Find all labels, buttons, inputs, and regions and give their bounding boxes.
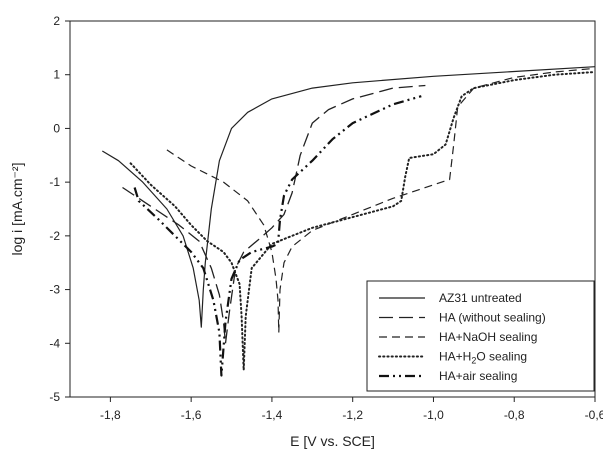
- y-tick-label: 2: [53, 14, 60, 28]
- y-tick-label: -3: [49, 283, 60, 297]
- x-axis-label: E [V vs. SCE]: [290, 433, 375, 449]
- series-line-ha-without-sealing: [122, 84, 426, 344]
- x-tick-label: -1,4: [262, 408, 283, 422]
- legend-label-part: HA+H: [439, 350, 471, 364]
- series-line-ha-air-sealing: [133, 95, 422, 377]
- legend-label: AZ31 untreated: [439, 291, 522, 305]
- legend-label-subscript: 2: [471, 356, 476, 366]
- y-axis-label: log i [mA.cm⁻²]: [9, 163, 25, 256]
- legend-label: HA (without sealing): [439, 311, 546, 325]
- y-axis: -5 -4 -3 -2 -1 0 1 2: [49, 14, 70, 404]
- legend-label: HA+NaOH sealing: [439, 330, 537, 344]
- y-tick-label: 0: [53, 121, 60, 135]
- legend-label: HA+air sealing: [439, 369, 517, 383]
- y-tick-label: -5: [49, 390, 60, 404]
- legend-box: [366, 280, 595, 392]
- x-tick-label: -1,6: [181, 408, 202, 422]
- legend-label-part: O sealing: [476, 350, 527, 364]
- series-line-ha-h-o-sealing: [129, 71, 596, 372]
- x-tick-label: -0,8: [504, 408, 525, 422]
- legend-label: HA+H2O sealing: [439, 350, 527, 366]
- y-tick-label: -1: [49, 175, 60, 189]
- x-tick-label: -0,6: [585, 408, 603, 422]
- legend: AZ31 untreated HA (without sealing) HA+NaO…: [366, 280, 595, 392]
- x-tick-label: -1,0: [423, 408, 444, 422]
- series-line-ha-naoh-sealing: [166, 67, 596, 334]
- plot-area: [69, 20, 596, 398]
- x-axis: -1,8 -1,6 -1,4 -1,2 -1,0 -0,8 -0,6: [100, 397, 603, 422]
- y-tick-label: -4: [49, 336, 60, 350]
- x-tick-label: -1,8: [100, 408, 121, 422]
- x-tick-label: -1,2: [342, 408, 363, 422]
- series-line-az31-untreated: [101, 66, 596, 328]
- y-tick-label: -2: [49, 229, 60, 243]
- y-tick-label: 1: [53, 68, 60, 82]
- plot-frame: [69, 20, 596, 398]
- series-layer: [101, 66, 596, 377]
